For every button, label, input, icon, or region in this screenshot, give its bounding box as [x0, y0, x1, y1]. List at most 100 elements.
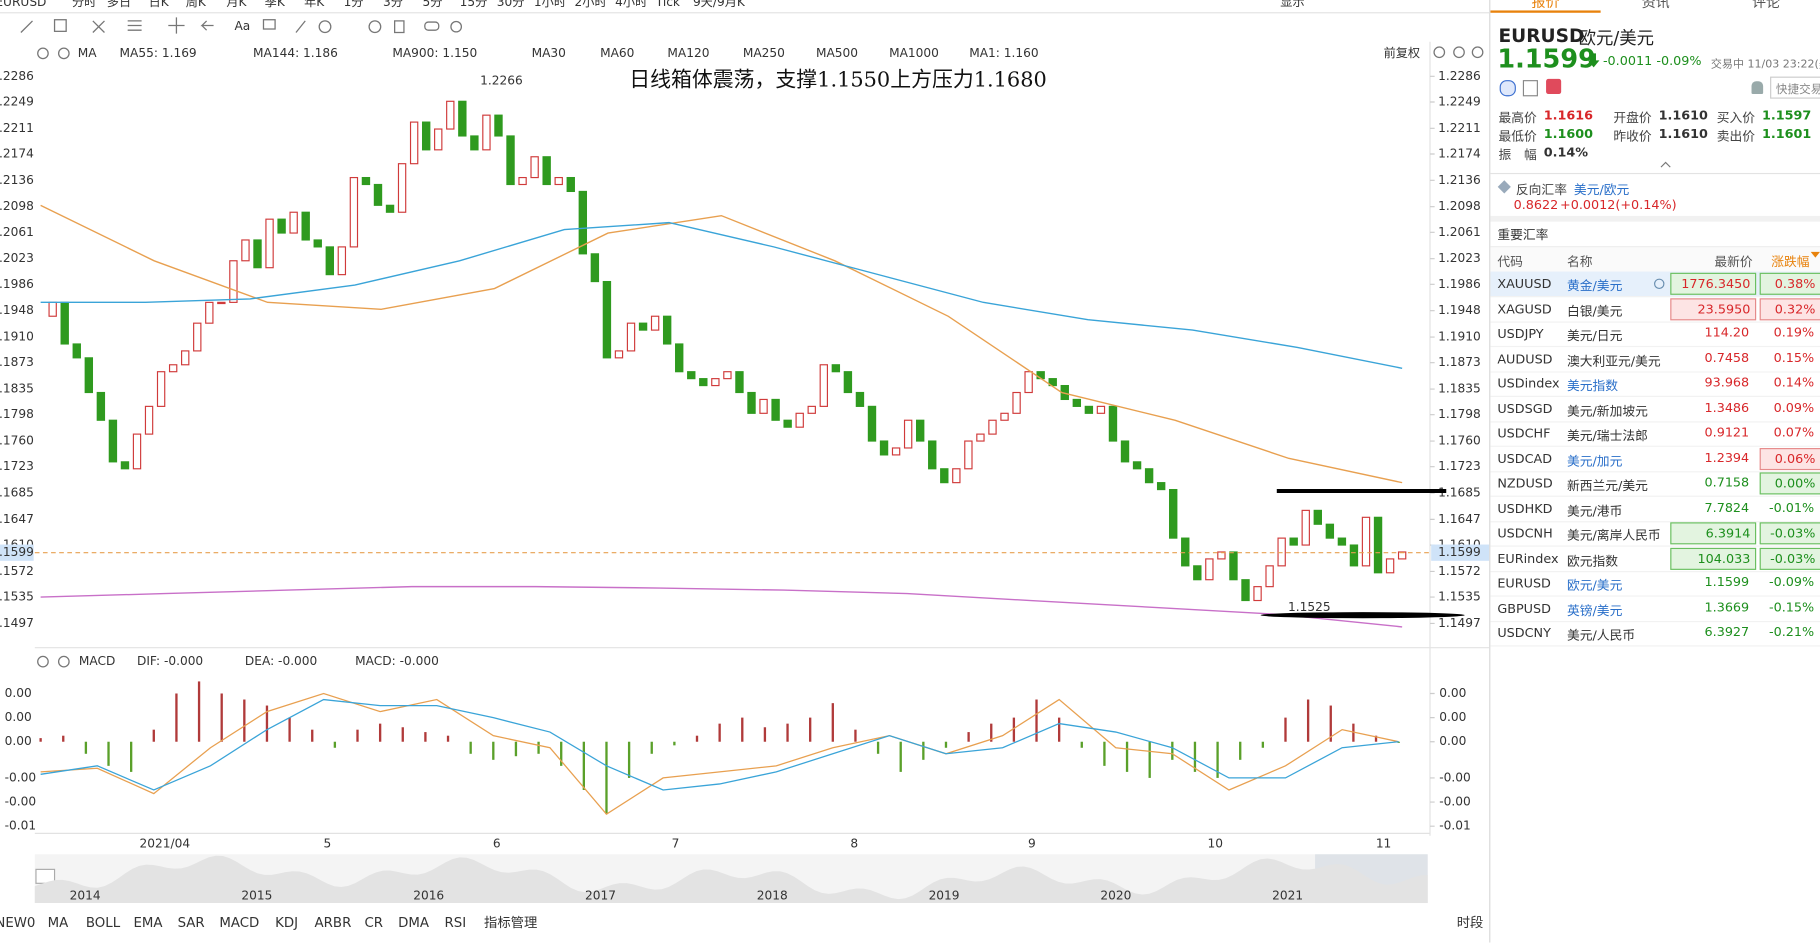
- legend-entry-inactive[interactable]: MA500: [816, 46, 858, 60]
- column-header[interactable]: 名称: [1566, 254, 1593, 270]
- bell-icon[interactable]: [1751, 81, 1764, 95]
- quote-row[interactable]: XAGUSD 白银/美元 23.5950 0.32%: [1490, 297, 1820, 323]
- period-tab[interactable]: 15分: [460, 0, 488, 9]
- sort-caret[interactable]: [1810, 250, 1820, 263]
- favorite-icon[interactable]: [1546, 78, 1562, 95]
- macd-settings-icon[interactable]: [37, 655, 49, 668]
- tool-rect[interactable]: [53, 19, 67, 32]
- adjust-mode[interactable]: 前复权: [1384, 45, 1421, 60]
- tool-link[interactable]: [424, 21, 440, 31]
- indicator-tab[interactable]: RSI: [445, 916, 467, 931]
- zoom-in-icon[interactable]: [1471, 46, 1484, 59]
- tool-note[interactable]: [262, 19, 276, 30]
- panel-tab[interactable]: 资讯: [1641, 0, 1670, 11]
- column-header[interactable]: 涨跌幅: [1771, 254, 1810, 270]
- legend-entry[interactable]: DEA: -0.000: [245, 654, 317, 668]
- indicator-tab[interactable]: MACD: [219, 916, 259, 931]
- indicator-tab[interactable]: ARBR: [315, 916, 352, 931]
- display-menu[interactable]: 显示: [1280, 0, 1304, 9]
- period-tab[interactable]: 3分: [383, 0, 403, 9]
- panel-tab[interactable]: 报价: [1531, 0, 1560, 11]
- tool-line[interactable]: [20, 20, 33, 33]
- indicator-manage[interactable]: 指标管理: [484, 915, 537, 931]
- session-tab[interactable]: 时段: [1457, 915, 1484, 931]
- quote-row[interactable]: USDCNH 美元/离岸人民币 6.3914 -0.03%: [1490, 521, 1820, 547]
- column-header[interactable]: 最新价: [1714, 254, 1753, 270]
- column-header[interactable]: 代码: [1497, 254, 1523, 270]
- symbol-tab[interactable]: EURUSD: [0, 0, 46, 9]
- drawn-support-line[interactable]: [1260, 612, 1465, 619]
- tool-undo[interactable]: [200, 20, 214, 31]
- quote-row[interactable]: USDJPY 美元/日元 114.20 0.19%: [1490, 322, 1820, 348]
- quote-row[interactable]: XAUUSD 黄金/美元 1776.3450 0.38%: [1490, 271, 1820, 298]
- period-tab[interactable]: 30分: [497, 0, 525, 9]
- collapse-caret[interactable]: [1660, 158, 1672, 168]
- quick-trade[interactable]: 快捷交易: [1770, 76, 1820, 99]
- tool-delete[interactable]: [394, 20, 405, 34]
- text-tool[interactable]: Aa: [234, 19, 250, 33]
- indicator-tab[interactable]: KDJ: [275, 916, 298, 931]
- legend-entry[interactable]: MA1: 1.160: [969, 46, 1038, 60]
- legend-entry-inactive[interactable]: MA120: [667, 46, 709, 60]
- legend-entry[interactable]: MA900: 1.150: [392, 46, 477, 60]
- period-tab[interactable]: 年K: [304, 0, 325, 9]
- tool-cross[interactable]: [92, 20, 105, 33]
- legend-entry[interactable]: MA144: 1.186: [253, 46, 338, 60]
- indicator-tab[interactable]: BOLL: [86, 916, 121, 931]
- quote-row[interactable]: USDindex 美元指数 93.968 0.14%: [1490, 371, 1820, 397]
- indicator-tab[interactable]: SAR: [178, 916, 205, 931]
- quote-row[interactable]: USDCNY 美元/人民币 6.3927 -0.21%: [1490, 621, 1820, 647]
- tool-settings[interactable]: [450, 20, 463, 33]
- period-tab[interactable]: 5分: [422, 0, 442, 9]
- quote-row[interactable]: USDHKD 美元/港币 7.7824 -0.01%: [1490, 496, 1820, 522]
- inverse-pair[interactable]: 美元/欧元: [1573, 182, 1630, 198]
- close-indicator-icon[interactable]: [57, 47, 70, 60]
- period-tab[interactable]: 9天/9月K: [693, 0, 746, 9]
- indicator-tab[interactable]: NEW0: [0, 916, 35, 931]
- legend-entry-inactive[interactable]: MA250: [743, 46, 785, 60]
- period-tab[interactable]: 日K: [149, 0, 170, 9]
- quote-row[interactable]: USDCAD 美元/加元 1.2394 0.06%: [1490, 446, 1820, 472]
- reset-icon[interactable]: [1433, 46, 1446, 59]
- tool-pen[interactable]: [295, 20, 306, 33]
- quote-row[interactable]: EURUSD 欧元/美元 1.1599 -0.09%: [1490, 571, 1820, 597]
- period-tab[interactable]: 2小时: [575, 0, 607, 9]
- legend-entry-inactive[interactable]: MA60: [600, 46, 634, 60]
- globe-icon[interactable]: [1499, 80, 1516, 97]
- tool-move[interactable]: [168, 17, 185, 34]
- chart-settings-icon[interactable]: [37, 47, 49, 60]
- legend-entry[interactable]: MACD: -0.000: [355, 654, 439, 668]
- indicator-tab[interactable]: EMA: [133, 916, 162, 931]
- quote-row[interactable]: NZDUSD 新西兰元/美元 0.7158 0.00%: [1490, 471, 1820, 497]
- tool-magnet[interactable]: [318, 20, 332, 34]
- period-tab[interactable]: 季K: [265, 0, 286, 9]
- legend-entry[interactable]: DIF: -0.000: [137, 654, 203, 668]
- doc-icon[interactable]: [1522, 80, 1538, 97]
- legend-entry[interactable]: MA55: 1.169: [120, 46, 197, 60]
- period-tab[interactable]: 4小时: [615, 0, 647, 9]
- period-tab[interactable]: 周K: [186, 0, 207, 9]
- quote-row[interactable]: USDSGD 美元/新加坡元 1.3486 0.09%: [1490, 396, 1820, 422]
- indicator-tab[interactable]: MA: [48, 916, 69, 931]
- period-tab[interactable]: 分时: [72, 0, 96, 9]
- tool-lines[interactable]: [127, 20, 142, 31]
- period-tab[interactable]: 月K: [226, 0, 247, 9]
- quote-row[interactable]: USDCHF 美元/瑞士法郎 0.9121 0.07%: [1490, 421, 1820, 447]
- indicator-name[interactable]: MA: [78, 46, 98, 60]
- indicator-tab[interactable]: CR: [364, 916, 383, 931]
- period-tab[interactable]: Tick: [655, 0, 681, 9]
- period-tab[interactable]: 1小时: [534, 0, 566, 9]
- legend-entry-inactive[interactable]: MA30: [532, 46, 566, 60]
- quote-row[interactable]: GBPUSD 英镑/美元 1.3669 -0.15%: [1490, 596, 1820, 622]
- macd-title[interactable]: MACD: [79, 654, 116, 668]
- legend-entry-inactive[interactable]: MA1000: [889, 46, 939, 60]
- tool-hide[interactable]: [368, 20, 382, 34]
- period-tab[interactable]: 多日: [107, 0, 131, 9]
- quote-row[interactable]: EURindex 欧元指数 104.033 -0.03%: [1490, 546, 1820, 572]
- quote-row[interactable]: AUDUSD 澳大利亚元/美元 0.7458 0.15%: [1490, 346, 1820, 373]
- period-tab[interactable]: 1分: [344, 0, 364, 9]
- macd-close-icon[interactable]: [57, 655, 70, 668]
- indicator-tab[interactable]: DMA: [398, 916, 429, 931]
- panel-tab[interactable]: 评论: [1752, 0, 1780, 11]
- zoom-out-icon[interactable]: [1453, 46, 1465, 59]
